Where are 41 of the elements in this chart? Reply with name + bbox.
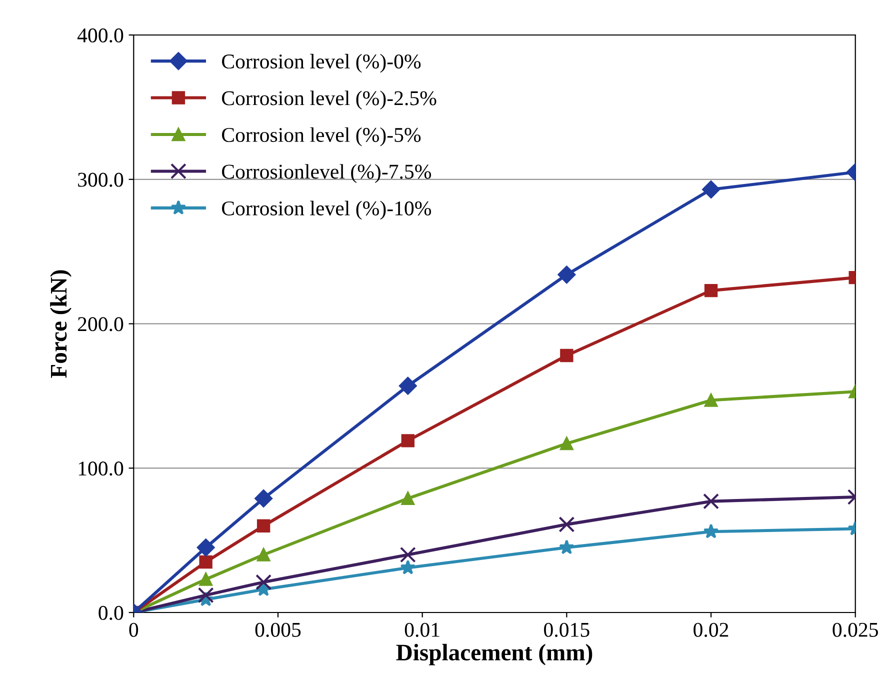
- point: [704, 394, 718, 407]
- legend-label: Corrosionlevel (%)-7.5%: [222, 164, 432, 183]
- legend-label: Corrosion level (%)-2.5%: [222, 90, 436, 110]
- x-tick-label: 0.01: [404, 622, 440, 637]
- point: [702, 180, 720, 198]
- y-tick-label: 400.0: [77, 28, 124, 43]
- legend-label: Corrosion level (%)-5%: [222, 127, 421, 146]
- point: [559, 540, 574, 554]
- point: [399, 376, 417, 395]
- legend-label: Corrosion level (%)-0%: [222, 54, 421, 73]
- y-tick-label: 100.0: [78, 462, 124, 476]
- point: [560, 348, 574, 362]
- point: [400, 560, 416, 574]
- point: [558, 266, 576, 284]
- legend-label: Corrosion level (%)-10%: [222, 200, 432, 220]
- y-tick-label: 0.0: [98, 606, 124, 620]
- point: [256, 519, 270, 532]
- point: [400, 546, 416, 563]
- point: [560, 436, 574, 450]
- point: [703, 524, 719, 538]
- point: [199, 572, 212, 586]
- point: [558, 516, 575, 532]
- point: [401, 492, 414, 506]
- x-tick-label: 0.02: [694, 622, 728, 637]
- x-tick-label: 0.005: [255, 622, 301, 637]
- y-axis-title: Force (kN): [50, 270, 72, 378]
- point: [256, 574, 272, 590]
- point: [704, 284, 718, 298]
- x-tick-label: 0: [129, 622, 138, 637]
- x-axis-title: Displacement (mm): [396, 644, 592, 666]
- point: [401, 434, 414, 448]
- x-tick-label: 0.015: [544, 622, 590, 637]
- point: [254, 490, 272, 508]
- point: [196, 538, 215, 556]
- point: [198, 587, 214, 604]
- point: [199, 555, 212, 569]
- x-tick-label: 0.025: [832, 622, 878, 637]
- y-tick-label: 200.0: [78, 317, 124, 332]
- point: [256, 548, 270, 562]
- point: [703, 493, 720, 510]
- y-tick-label: 300.0: [78, 172, 124, 187]
